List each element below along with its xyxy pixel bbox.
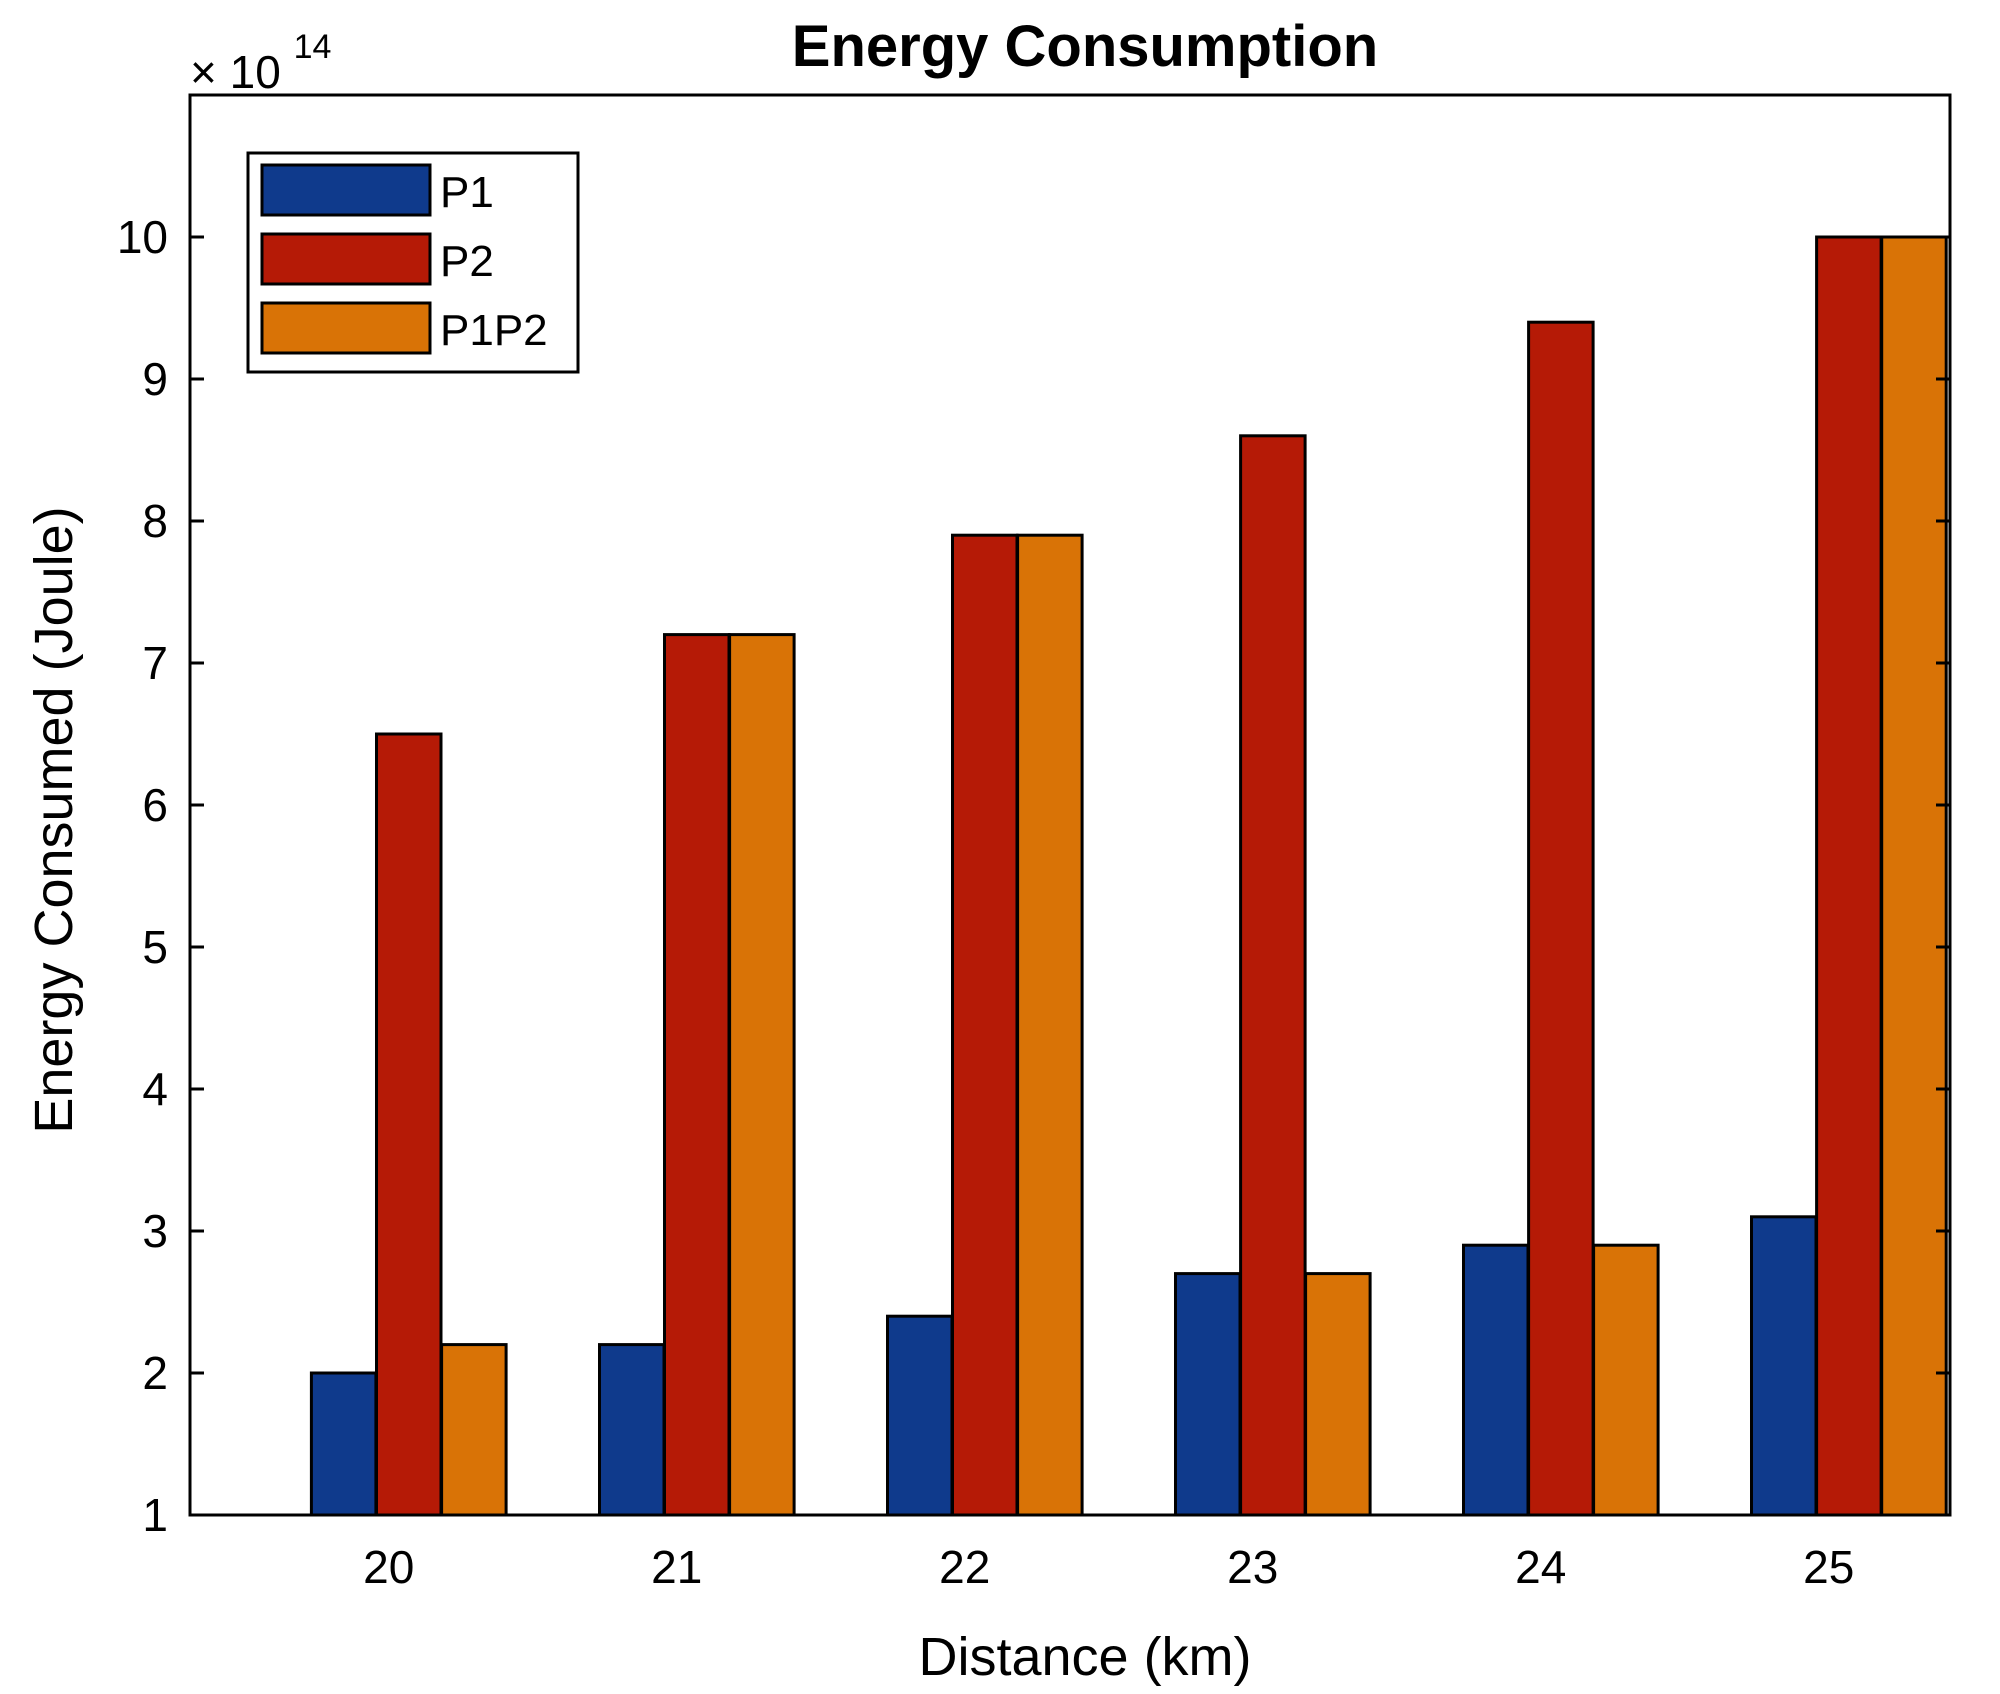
bar-p2-25 — [1815, 235, 1883, 1517]
bar-p2-24 — [1527, 320, 1595, 1517]
chart-title: Energy Consumption — [792, 14, 1378, 79]
bar-p1p2-22 — [1016, 533, 1084, 1517]
bar-p2-21 — [663, 633, 731, 1517]
bar-p1-21 — [598, 1343, 666, 1517]
y-tick-label-10: 10 — [117, 211, 168, 263]
bar-p1-22 — [886, 1314, 954, 1517]
x-tick-label-25: 25 — [1803, 1541, 1854, 1593]
multiplier-exponent: 14 — [294, 28, 332, 66]
y-axis-label: Energy Consumed (Joule) — [24, 506, 84, 1133]
y-tick-label-6: 6 — [142, 779, 168, 831]
bar-p1-20 — [309, 1371, 378, 1517]
x-tick-label-20: 20 — [363, 1541, 414, 1593]
bar-p1p2-23 — [1304, 1272, 1372, 1517]
y-tick-label-3: 3 — [142, 1205, 168, 1257]
x-tick-label-21: 21 — [651, 1541, 702, 1593]
x-axis-ticks: 20 21 22 23 24 25 — [363, 1541, 1854, 1593]
bar-p2-23 — [1239, 434, 1307, 1517]
y-axis-ticks: 1 2 3 4 5 6 7 8 9 10 — [117, 211, 1950, 1541]
x-axis-label: Distance (km) — [918, 1627, 1251, 1687]
y-tick-label-5: 5 — [142, 921, 168, 973]
bar-p1p2-20 — [440, 1343, 508, 1517]
legend-swatch-p2 — [260, 232, 432, 286]
bar-p1-23 — [1174, 1272, 1242, 1517]
y-tick-label-1: 1 — [142, 1489, 168, 1541]
y-tick-label-2: 2 — [142, 1347, 168, 1399]
legend-swatch-p1 — [260, 163, 432, 217]
legend-swatch-p1p2 — [260, 301, 432, 355]
bar-p2-20 — [375, 732, 443, 1517]
bar-p1p2-24 — [1592, 1243, 1660, 1517]
y-tick-label-8: 8 — [142, 495, 168, 547]
bar-p1-25 — [1750, 1215, 1818, 1517]
y-tick-label-7: 7 — [142, 637, 168, 689]
x-tick-label-22: 22 — [939, 1541, 990, 1593]
legend-label-p2: P2 — [440, 237, 494, 286]
svg-text:× 10 14: × 10 14 — [190, 28, 331, 98]
x-tick-label-23: 23 — [1227, 1541, 1278, 1593]
multiplier-base: × 10 — [190, 46, 281, 98]
x-tick-label-24: 24 — [1515, 1541, 1566, 1593]
y-tick-label-4: 4 — [142, 1063, 168, 1115]
y-multiplier: × 10 14 — [190, 28, 331, 98]
y-tick-label-9: 9 — [142, 353, 168, 405]
bar-p1p2-25 — [1880, 235, 1948, 1517]
bar-p2-22 — [951, 533, 1019, 1517]
legend-label-p1p2: P1P2 — [440, 306, 548, 355]
legend-label-p1: P1 — [440, 168, 494, 217]
bar-p1-24 — [1462, 1243, 1530, 1517]
bars-group — [309, 235, 1948, 1517]
bar-p1p2-21 — [728, 633, 796, 1517]
